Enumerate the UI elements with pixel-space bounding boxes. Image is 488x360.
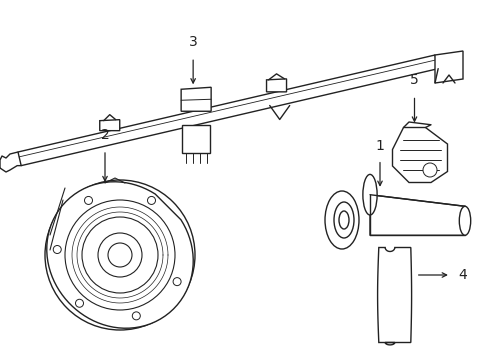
Circle shape [147, 197, 155, 204]
Text: 1: 1 [375, 139, 384, 153]
Text: 5: 5 [409, 73, 418, 87]
Ellipse shape [338, 211, 348, 229]
Polygon shape [47, 182, 193, 328]
Text: 4: 4 [458, 268, 467, 282]
Ellipse shape [458, 206, 470, 235]
Ellipse shape [325, 191, 358, 249]
Circle shape [75, 299, 83, 307]
Polygon shape [266, 79, 286, 92]
Circle shape [132, 312, 140, 320]
Ellipse shape [362, 174, 376, 215]
Circle shape [84, 197, 92, 204]
Circle shape [422, 163, 436, 177]
Circle shape [173, 278, 181, 285]
Polygon shape [100, 120, 120, 131]
Text: 2: 2 [101, 128, 109, 142]
Circle shape [53, 246, 61, 253]
Polygon shape [181, 87, 211, 111]
Circle shape [65, 200, 175, 310]
Polygon shape [18, 55, 437, 166]
Circle shape [45, 180, 195, 330]
Polygon shape [434, 51, 462, 83]
Text: 3: 3 [188, 35, 197, 49]
Circle shape [108, 243, 132, 267]
Polygon shape [182, 125, 210, 153]
Polygon shape [377, 248, 411, 345]
Circle shape [82, 217, 158, 293]
Polygon shape [392, 127, 447, 183]
Ellipse shape [333, 202, 353, 238]
Polygon shape [369, 195, 464, 235]
Circle shape [98, 233, 142, 277]
